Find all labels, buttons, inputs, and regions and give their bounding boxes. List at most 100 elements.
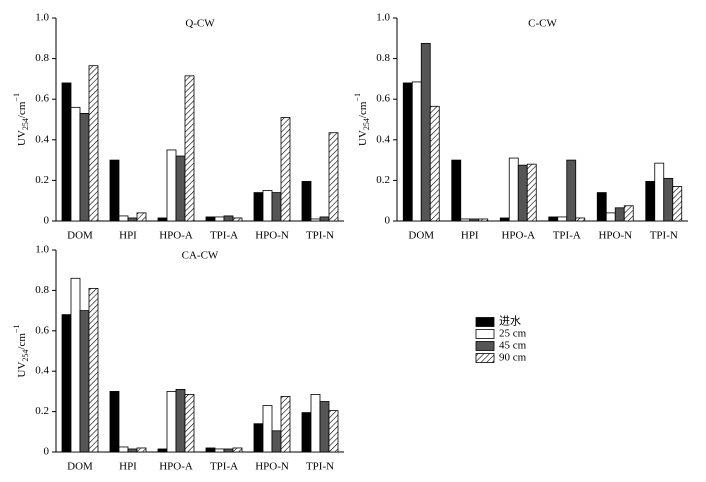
bar [420, 42, 431, 222]
bar [328, 132, 339, 222]
bar [469, 218, 480, 222]
bar [118, 215, 129, 222]
x-tick-label: TPI-N [306, 461, 334, 473]
bar [623, 205, 634, 222]
x-tick-label: TPI-A [210, 230, 238, 242]
bar [548, 216, 559, 222]
bar [118, 446, 129, 453]
chart-title: Q-CW [185, 18, 215, 30]
bar [271, 192, 282, 222]
legend-swatch [475, 353, 495, 363]
bar [654, 162, 665, 222]
chart-title: CA-CW [182, 250, 219, 262]
bar [557, 216, 568, 222]
y-axis-label-part: /cm [16, 333, 28, 350]
bar [614, 207, 625, 222]
y-axis-label: UV254/cm−1 [353, 93, 371, 146]
y-tick-label: 0.6 [35, 93, 49, 105]
bar [184, 394, 195, 453]
legend-label: 45 cm [499, 340, 527, 352]
y-tick-label: 0.6 [35, 324, 49, 336]
legend-label: 25 cm [499, 328, 527, 340]
x-tick-label: DOM [67, 230, 93, 242]
bar [79, 113, 90, 222]
x-tick-label: HPI [461, 230, 479, 242]
bar [319, 401, 330, 453]
y-axis-label-part: 254 [362, 118, 371, 130]
y-axis-label-part: −1 [353, 93, 362, 102]
bar [127, 217, 138, 222]
x-tick-label: HPI [119, 230, 137, 242]
legend-swatch [475, 341, 495, 351]
bar [88, 287, 99, 453]
x-tick-label: HPI [119, 461, 137, 473]
bar [184, 75, 195, 222]
x-tick-label: TPI-A [210, 461, 238, 473]
y-tick-label: 1.0 [376, 12, 390, 24]
bar [605, 212, 616, 222]
bar [223, 448, 234, 453]
y-tick-label: 0.6 [376, 93, 390, 105]
bar [328, 410, 339, 453]
bar [166, 390, 177, 453]
y-axis-label-part: UV [16, 362, 28, 378]
bar [214, 448, 225, 453]
bar [596, 192, 607, 222]
bar [262, 190, 273, 222]
bar [460, 218, 471, 222]
bar [280, 396, 291, 453]
bar [478, 218, 489, 222]
bar [175, 155, 186, 222]
y-axis-label-part: −1 [12, 93, 21, 102]
legend-swatch [475, 317, 495, 327]
bar [566, 159, 577, 222]
bar [79, 310, 90, 453]
x-tick-label: TPI-A [553, 230, 581, 242]
bar [232, 447, 243, 453]
bar [402, 82, 413, 222]
y-tick-label: 0.2 [376, 174, 390, 186]
x-tick-label: TPI-N [306, 230, 334, 242]
chart-title: C-CW [528, 18, 557, 30]
bar [175, 388, 186, 453]
bar [429, 105, 440, 222]
y-tick-label: 0.8 [35, 52, 49, 64]
bar [499, 217, 510, 222]
x-tick-label: HPO-A [159, 230, 193, 242]
bar [88, 65, 99, 222]
y-tick-label: 0.4 [35, 365, 49, 377]
bar [301, 181, 312, 222]
y-tick-label: 0 [385, 215, 391, 227]
y-tick-label: 0 [44, 215, 50, 227]
y-tick-label: 0 [44, 446, 50, 458]
y-axis-label-part: UV [16, 130, 28, 146]
y-tick-label: 1.0 [35, 244, 49, 256]
bar [253, 423, 264, 453]
legend-label: 90 cm [499, 352, 527, 364]
bar [262, 405, 273, 453]
bar [280, 117, 291, 222]
bar [214, 216, 225, 222]
x-tick-label: HPO-N [255, 461, 289, 473]
bar [645, 181, 656, 222]
y-axis-label-part: UV [357, 130, 369, 146]
bar [61, 314, 72, 453]
bar [271, 430, 282, 453]
y-tick-label: 0.2 [35, 405, 49, 417]
y-axis-label: UV254/cm−1 [12, 325, 30, 378]
x-tick-label: HPO-N [598, 230, 632, 242]
y-tick-label: 0.4 [35, 133, 49, 145]
bar [157, 217, 168, 222]
x-tick-label: DOM [67, 461, 93, 473]
x-tick-label: DOM [408, 230, 434, 242]
y-axis-label-part: 254 [21, 350, 30, 362]
y-axis-label-part: −1 [12, 325, 21, 334]
bar [411, 81, 422, 222]
bar [451, 159, 462, 222]
bar [70, 106, 81, 222]
bar [136, 447, 147, 453]
bar [575, 217, 586, 222]
bar [205, 447, 216, 453]
bar [61, 82, 72, 222]
